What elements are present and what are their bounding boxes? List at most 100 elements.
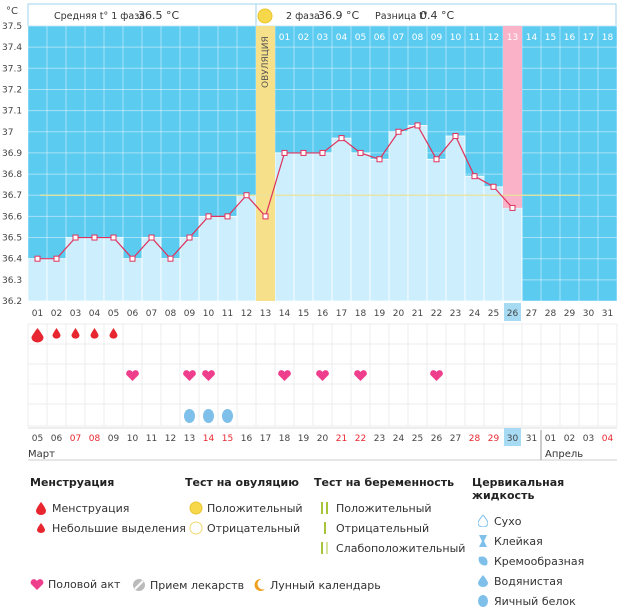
post-ovulation-day-label: 09 <box>431 33 443 43</box>
cycle-day-label: 14 <box>279 309 291 319</box>
phase2-label: 2 фаза <box>286 11 320 22</box>
legend: Менструация Менструация Небольшие выделе… <box>0 476 626 608</box>
cycle-day-label: 07 <box>146 309 157 319</box>
heart-icon <box>430 370 443 381</box>
calendar-date-label: 27 <box>450 434 461 444</box>
calendar-date-label: 31 <box>526 434 537 444</box>
drop-icon <box>71 328 80 339</box>
legend-bottom-row: Половой акт Прием лекарств Лунный календ… <box>0 578 626 596</box>
calendar-date-label: 02 <box>564 434 575 444</box>
pill-icon <box>132 578 150 592</box>
ovulation-label: ОВУЛЯЦИЯ <box>261 36 271 88</box>
y-tick-label: 37.1 <box>2 107 22 117</box>
diff-label: Разница t° <box>375 11 428 22</box>
egg-white-icon <box>203 409 214 423</box>
y-tick-label: 37.2 <box>2 85 22 95</box>
legend-menstruation-title: Менструация <box>30 476 115 489</box>
post-ovulation-day-label: 11 <box>469 33 480 43</box>
calendar-date-label: 03 <box>583 434 594 444</box>
temperature-point <box>262 213 269 220</box>
y-tick-label: 36.4 <box>2 255 22 265</box>
cycle-day-label: 29 <box>564 309 576 319</box>
cycle-day-label: 13 <box>260 309 271 319</box>
cycle-day-label: 15 <box>298 309 309 319</box>
temperature-point <box>357 149 364 156</box>
legend-ovulation-test: Тест на овуляцию Положительный Отрицател… <box>185 476 303 538</box>
degree-unit: °C <box>6 6 18 17</box>
post-ovulation-day-label: 15 <box>545 33 556 43</box>
phase2-value: 36.9 °C <box>318 9 359 22</box>
small-drop-icon <box>30 523 52 533</box>
cycle-day-label: 23 <box>450 309 461 319</box>
temperature-point <box>490 183 497 190</box>
symbol-rows <box>27 323 618 427</box>
heart-icon <box>316 370 329 381</box>
area-column <box>445 135 466 302</box>
calendar-date-label: 24 <box>393 434 405 444</box>
single-line-icon <box>314 522 336 534</box>
heart-icon <box>30 578 48 591</box>
area-column <box>141 237 162 302</box>
legend-dry: Сухо <box>494 514 522 528</box>
heart-icon <box>183 370 196 381</box>
temperature-point <box>224 213 231 220</box>
moon-icon <box>252 578 270 592</box>
area-column <box>27 258 48 302</box>
legend-egg-white: Яичный белок <box>494 594 576 608</box>
calendar-date-label: 25 <box>412 434 423 444</box>
cycle-day-label: 06 <box>127 309 139 319</box>
temperature-point <box>243 192 250 199</box>
area-column <box>122 258 143 302</box>
y-tick-label: 36.9 <box>2 149 22 159</box>
calendar-date-label: 23 <box>374 434 385 444</box>
calendar-date-label: 01 <box>545 434 556 444</box>
temperature-point <box>34 255 41 262</box>
legend-sticky: Клейкая <box>494 534 543 548</box>
temperature-point <box>129 255 136 262</box>
post-ovulation-day-label: 02 <box>298 33 309 43</box>
legend-preg-positive: Положительный <box>336 501 432 515</box>
calendar-date-label: 30 <box>507 434 519 444</box>
calendar-date-label: 26 <box>431 434 443 444</box>
month-label-april: Апрель <box>545 449 583 460</box>
creamy-icon <box>472 555 494 567</box>
cycle-day-label: 05 <box>108 309 119 319</box>
heart-icon <box>202 370 215 381</box>
current-day-band <box>503 26 522 208</box>
highlight-day-cell <box>503 26 522 44</box>
legend-pregnancy-test-title: Тест на беременность <box>314 476 455 489</box>
calendar-date-label: 20 <box>317 434 329 444</box>
cycle-day-label: 31 <box>602 309 613 319</box>
temperature-series <box>34 122 516 262</box>
legend-medication-label: Прием лекарств <box>150 578 245 592</box>
calendar-date-label: 12 <box>165 434 176 444</box>
area-column <box>350 152 371 302</box>
area-column <box>331 137 352 302</box>
cycle-day-label: 27 <box>526 309 537 319</box>
calendar-date-label: 08 <box>89 434 101 444</box>
cycle-day-label: 22 <box>431 309 442 319</box>
legend-cervical-title: Цервикальная жидкость <box>472 476 565 502</box>
post-ovulation-day-label: 14 <box>526 33 538 43</box>
area-column <box>179 237 200 302</box>
y-tick-label: 36.3 <box>2 276 22 286</box>
temperature-point <box>376 156 383 163</box>
calendar-date-label: 13 <box>184 434 195 444</box>
temperature-point <box>53 255 60 262</box>
drop-icon <box>52 328 61 339</box>
egg-white-icon <box>472 594 494 608</box>
post-ovulation-day-label: 17 <box>583 33 594 43</box>
temperature-point <box>414 122 421 129</box>
legend-ovu-negative: Отрицательный <box>207 521 301 535</box>
area-column <box>502 207 523 302</box>
post-ovulation-day-label: 16 <box>564 33 576 43</box>
calendar-date-label: 10 <box>127 434 139 444</box>
drop-icon <box>30 501 52 515</box>
legend-menstruation-item: Менструация <box>52 501 130 515</box>
cycle-day-label: 21 <box>412 309 423 319</box>
area-column <box>388 131 409 302</box>
y-tick-label: 36.5 <box>2 234 22 244</box>
area-column <box>198 215 219 302</box>
area-column <box>217 215 238 302</box>
diff-value: 0.4 °C <box>420 9 454 22</box>
